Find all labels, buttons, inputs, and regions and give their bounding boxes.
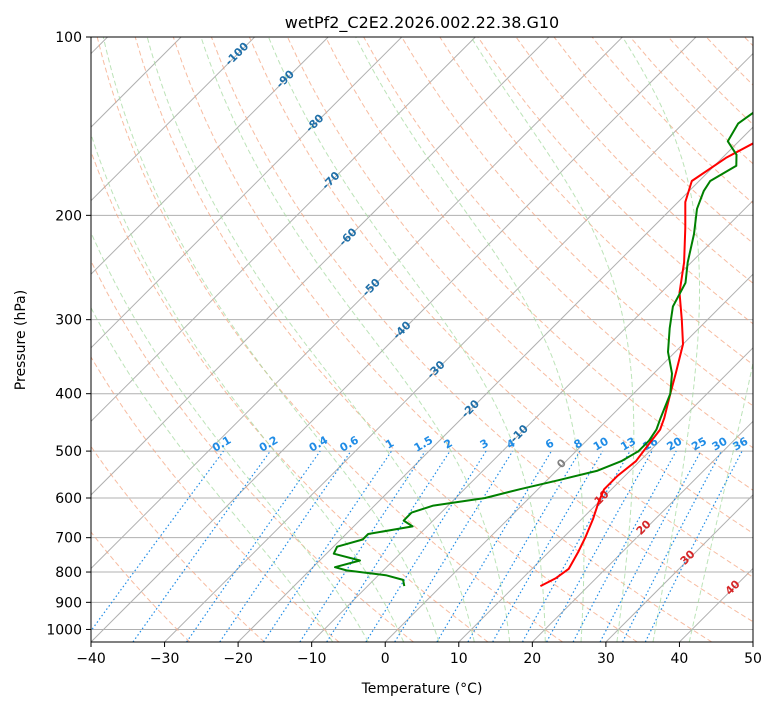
y-tick-label: 500 [55, 444, 82, 460]
x-tick-label: 20 [523, 651, 541, 667]
y-tick-label: 300 [55, 313, 82, 329]
plot-background [91, 37, 753, 642]
x-tick-label: 10 [450, 651, 468, 667]
x-tick-label: 0 [381, 651, 390, 667]
x-tick-label: 30 [597, 651, 615, 667]
y-tick-label: 700 [55, 531, 82, 547]
x-tick-label: −10 [297, 651, 327, 667]
y-tick-label: 100 [55, 30, 82, 46]
y-tick-label: 1000 [46, 622, 82, 638]
y-tick-label: 200 [55, 208, 82, 224]
x-tick-label: −20 [223, 651, 253, 667]
isotherm-line [753, 37, 775, 642]
y-tick-label: 400 [55, 387, 82, 403]
x-tick-label: −40 [76, 651, 106, 667]
chart-title: wetPf2_C2E2.2026.002.22.38.G10 [285, 13, 559, 33]
x-tick-label: 40 [670, 651, 688, 667]
y-tick-label: 600 [55, 491, 82, 507]
x-axis-label: Temperature (°C) [361, 681, 483, 697]
x-tick-label: 50 [744, 651, 762, 667]
y-tick-label: 800 [55, 565, 82, 581]
y-axis-label: Pressure (hPa) [13, 290, 29, 390]
x-tick-label: −30 [150, 651, 180, 667]
y-tick-label: 900 [55, 595, 82, 611]
